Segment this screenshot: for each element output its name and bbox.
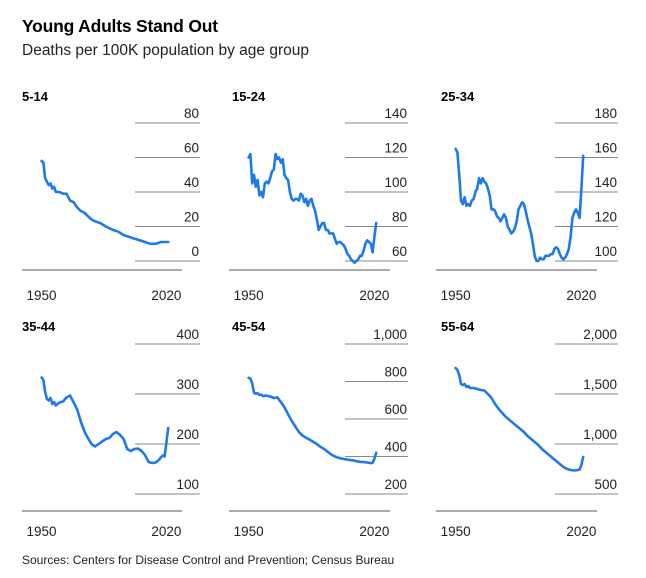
y-tick-label: 1,000 — [373, 327, 407, 342]
panel-title: 35-44 — [22, 319, 56, 334]
x-tick-label: 1950 — [27, 288, 57, 303]
panel-title: 5-14 — [22, 89, 49, 104]
series-line — [247, 152, 378, 264]
y-tick-label: 140 — [384, 106, 407, 121]
series-line — [40, 159, 170, 246]
y-tick-label: 300 — [176, 377, 199, 392]
x-tick-label: 2020 — [359, 524, 389, 539]
y-tick-label: 200 — [176, 427, 199, 442]
y-tick-label: 400 — [176, 327, 199, 342]
y-tick-label: 1,500 — [583, 377, 617, 392]
y-tick-label: 180 — [594, 106, 617, 121]
y-tick-label: 100 — [594, 244, 617, 259]
y-tick-label: 100 — [176, 477, 199, 492]
x-tick-label: 2020 — [151, 288, 181, 303]
y-tick-label: 160 — [594, 141, 617, 156]
panel-5-14: 5-14 0 20 40 60 80 1950 2020 — [22, 89, 200, 303]
panel-15-24: 15-24 60 80 100 120 140 1950 2020 — [229, 89, 408, 303]
y-tick-label: 40 — [184, 175, 199, 190]
y-tick-label: 200 — [384, 477, 407, 492]
panel-title: 25-34 — [441, 89, 475, 104]
panel-45-54: 45-54 200 400 600 800 1,000 1950 2020 — [229, 319, 408, 539]
series-line — [40, 376, 170, 465]
y-tick-label: 60 — [392, 244, 407, 259]
y-tick-label: 120 — [594, 210, 617, 225]
y-tick-label: 80 — [392, 210, 407, 225]
x-tick-label: 2020 — [566, 524, 596, 539]
panel-title: 55-64 — [441, 319, 475, 334]
x-tick-label: 2020 — [359, 288, 389, 303]
x-tick-label: 2020 — [151, 524, 181, 539]
y-tick-label: 20 — [184, 210, 199, 225]
y-tick-label: 600 — [384, 402, 407, 417]
panel-25-34: 25-34 100 120 140 160 180 1950 2020 — [436, 89, 618, 303]
series-line — [454, 366, 585, 472]
y-tick-label: 1,000 — [583, 427, 617, 442]
x-tick-label: 1950 — [234, 288, 264, 303]
y-tick-label: 400 — [384, 440, 407, 455]
y-tick-label: 2,000 — [583, 327, 617, 342]
panel-title: 45-54 — [232, 319, 266, 334]
series-line — [247, 376, 378, 465]
y-tick-label: 120 — [384, 141, 407, 156]
x-tick-label: 1950 — [27, 524, 57, 539]
chart-title: Young Adults Stand Out — [22, 16, 218, 36]
chart-subtitle: Deaths per 100K population by age group — [22, 42, 309, 59]
y-tick-label: 140 — [594, 175, 617, 190]
source-note: Sources: Centers for Disease Control and… — [22, 553, 395, 567]
y-tick-label: 80 — [184, 106, 199, 121]
x-tick-label: 1950 — [441, 524, 471, 539]
x-tick-label: 2020 — [566, 288, 596, 303]
panel-55-64: 55-64 500 1,000 1,500 2,000 1950 2020 — [436, 319, 618, 539]
y-tick-label: 0 — [191, 244, 199, 259]
y-tick-label: 100 — [384, 175, 407, 190]
series-line — [454, 147, 585, 263]
x-tick-label: 1950 — [234, 524, 264, 539]
x-tick-label: 1950 — [441, 288, 471, 303]
panel-title: 15-24 — [232, 89, 266, 104]
panel-35-44: 35-44 100 200 300 400 1950 2020 — [22, 319, 200, 539]
y-tick-label: 500 — [594, 477, 617, 492]
y-tick-label: 60 — [184, 141, 199, 156]
y-tick-label: 800 — [384, 365, 407, 380]
